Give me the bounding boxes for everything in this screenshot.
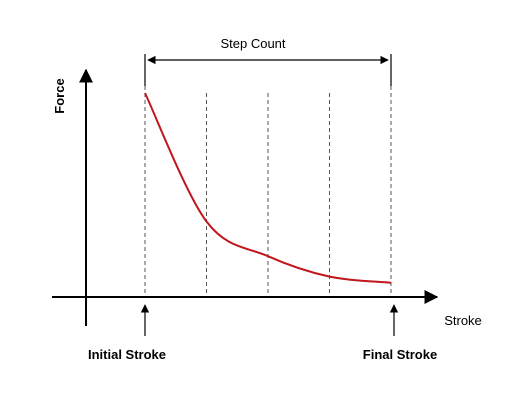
initial-stroke-marker: Initial Stroke	[88, 304, 166, 362]
y-axis-label: Force	[52, 78, 67, 113]
step-guides	[144, 86, 392, 297]
final-stroke-marker: Final Stroke	[363, 304, 437, 362]
axes	[52, 68, 439, 326]
step-count-label: Step Count	[220, 36, 285, 51]
step-count-dimension: Step Count	[144, 36, 392, 86]
initial-stroke-label: Initial Stroke	[88, 347, 166, 362]
x-axis-label: Stroke	[444, 313, 482, 328]
force-curve	[144, 92, 392, 284]
final-stroke-label: Final Stroke	[363, 347, 437, 362]
